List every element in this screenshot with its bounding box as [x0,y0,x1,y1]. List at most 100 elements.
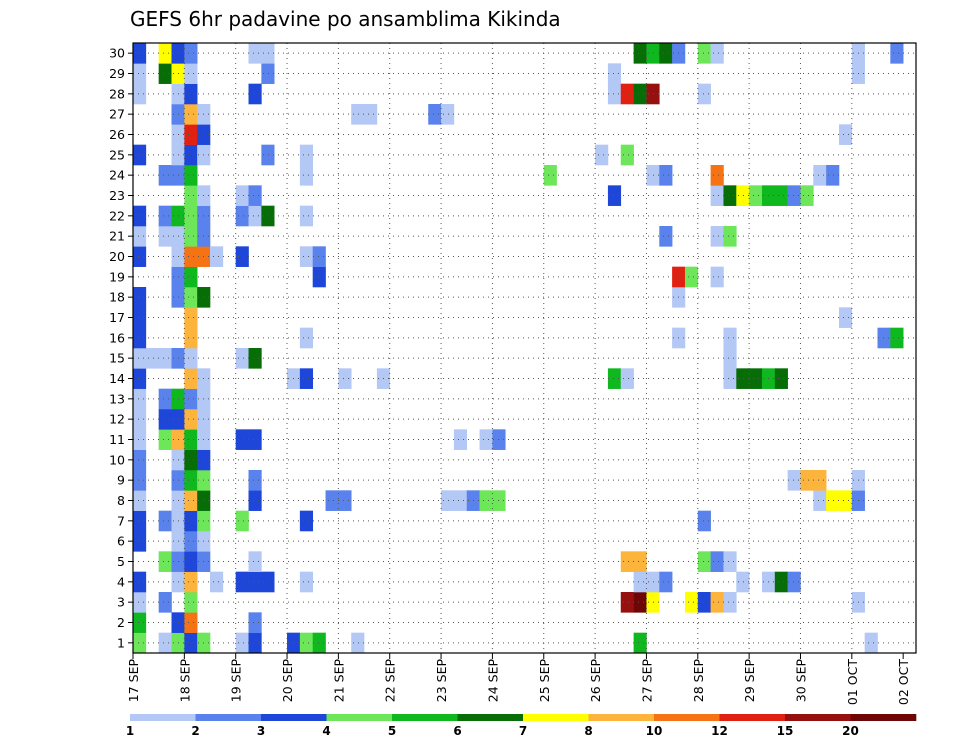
precip-cell [441,104,455,125]
precip-cell [248,612,262,633]
precip-cell [659,43,673,64]
precip-cell [813,165,827,186]
precip-cell [697,43,711,64]
plot-frame [132,42,917,654]
precip-cell [133,612,147,633]
y-tick-label: 21 [109,229,125,244]
y-tick-label: 29 [109,66,125,81]
precip-cell [235,571,249,593]
precip-cell [184,449,198,471]
y-tick-label: 12 [109,412,125,427]
precip-cell [620,83,634,105]
precip-cell [158,165,172,186]
y-tick-label: 28 [109,86,125,101]
precip-cell [261,43,275,64]
precip-cell [184,287,198,308]
precip-cell [184,307,198,328]
y-tick-label: 15 [109,351,125,366]
precip-cell [890,327,904,349]
precip-cell [723,592,737,613]
precip-cell [184,612,198,633]
precip-cell [235,205,249,227]
precip-cell [813,490,827,511]
precip-cell [184,266,198,288]
precip-cell [133,571,147,593]
precip-cell [210,571,224,593]
precip-cell [633,551,647,572]
precip-cell [184,226,198,247]
precip-cell [479,429,493,450]
precip-cell [133,348,147,369]
precip-cell [787,571,801,593]
y-tick-label: 7 [117,513,125,528]
precip-cell [723,368,737,389]
x-tick-label: 19 SEP [229,659,244,703]
precip-cell [620,592,634,613]
y-tick-label: 5 [117,554,125,569]
precip-cell [235,185,249,206]
colorbar-tick-label: 3 [257,724,265,738]
precip-cell [299,246,314,267]
colorbar-legend: 1 2 3 4 5 6 7 8 10 12 15 20 [126,714,917,738]
precip-cell [235,510,249,532]
x-tick-label: 01 OCT [845,659,860,705]
precip-cell [158,551,172,572]
colorbar-tick-label: 15 [777,724,794,738]
precip-cell [158,632,172,654]
precip-cell [261,571,275,593]
precip-cell [697,83,711,105]
precip-cell [749,368,763,389]
precip-cell [248,185,262,206]
precip-cell [479,490,493,511]
precip-cell [184,63,198,84]
precip-cell [607,63,622,84]
precip-cell [158,43,172,64]
precip-cell [133,83,147,105]
x-tick-label: 18 SEP [177,659,192,703]
precip-cell [248,429,262,450]
y-tick-label: 1 [117,635,125,650]
precip-cell [235,429,249,450]
precip-cell [184,490,198,511]
precip-cell [774,368,788,389]
precip-cell [261,144,275,166]
precip-cell [620,551,634,572]
precip-cell [299,368,314,389]
precip-cell [453,429,468,450]
precip-cell [838,124,853,145]
precip-cell [248,551,262,572]
precip-cell [620,144,634,166]
precip-cell [184,531,198,552]
precip-cell [133,43,147,64]
precip-cell [633,632,647,654]
precip-cell [133,470,147,491]
y-tick-label: 30 [109,46,125,61]
precip-cell [248,348,262,369]
precip-cell [184,470,198,491]
precip-cell [787,470,801,491]
precip-cell [710,43,724,64]
colorbar-tick-label: 6 [453,724,461,738]
precip-cell [184,205,198,227]
colorbar-swatch [130,714,196,721]
precip-cell [184,510,198,532]
precip-cell [697,510,711,532]
precip-cell [787,185,801,206]
precip-cell [133,490,147,511]
precip-cell [659,571,673,593]
y-tick-label: 11 [109,432,125,447]
x-tick-label: 21 SEP [331,659,346,703]
colorbar-tick-label: 5 [388,724,396,738]
y-tick-label: 18 [109,290,125,305]
precip-cell [133,307,147,328]
precip-cell [184,104,198,125]
precip-cell [184,43,198,64]
precip-cell [248,632,262,654]
precip-cell [800,185,814,206]
precip-cell [428,104,442,125]
colorbar-swatch [392,714,458,721]
precip-cell [813,470,827,491]
precip-cell [184,409,198,430]
y-tick-label: 26 [109,127,125,142]
